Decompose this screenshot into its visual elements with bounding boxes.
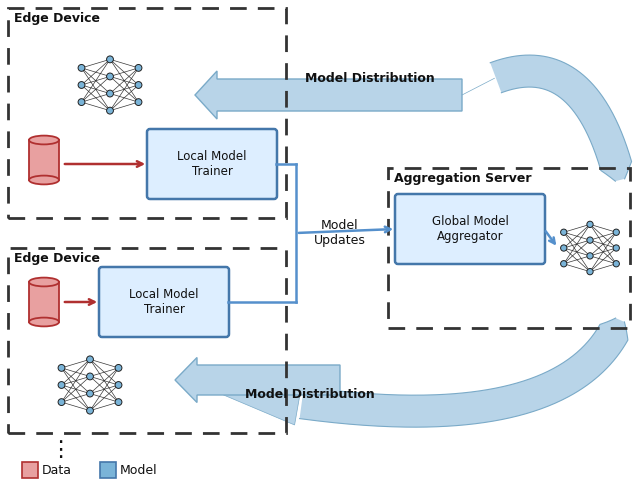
Text: Model
Updates: Model Updates	[314, 219, 366, 247]
Text: Model Distribution: Model Distribution	[245, 389, 375, 402]
Circle shape	[135, 99, 142, 106]
Circle shape	[613, 245, 620, 251]
Circle shape	[107, 56, 113, 63]
Circle shape	[561, 245, 567, 251]
Circle shape	[587, 269, 593, 275]
Circle shape	[135, 64, 142, 71]
Circle shape	[107, 107, 113, 114]
Circle shape	[58, 364, 65, 371]
Circle shape	[78, 99, 85, 106]
Circle shape	[561, 229, 567, 235]
Circle shape	[613, 229, 620, 235]
Bar	[29, 282, 59, 322]
Bar	[388, 168, 630, 328]
Ellipse shape	[29, 176, 59, 184]
Text: Local Model
Trainer: Local Model Trainer	[177, 150, 247, 178]
Polygon shape	[195, 71, 462, 119]
Circle shape	[561, 260, 567, 267]
Circle shape	[58, 381, 65, 389]
Text: Local Model
Trainer: Local Model Trainer	[129, 288, 199, 316]
Text: Model: Model	[120, 464, 157, 477]
Circle shape	[107, 90, 113, 97]
Circle shape	[587, 221, 593, 227]
Circle shape	[115, 399, 122, 406]
Text: Aggregation Server: Aggregation Server	[394, 172, 531, 185]
Polygon shape	[300, 318, 628, 427]
Circle shape	[613, 260, 620, 267]
Ellipse shape	[29, 136, 59, 144]
Polygon shape	[490, 55, 632, 181]
Circle shape	[78, 82, 85, 89]
Ellipse shape	[29, 318, 59, 326]
Text: Edge Device: Edge Device	[14, 252, 100, 265]
FancyBboxPatch shape	[99, 267, 229, 337]
Bar	[8, 248, 286, 433]
FancyBboxPatch shape	[395, 194, 545, 264]
Circle shape	[135, 82, 142, 89]
Circle shape	[587, 253, 593, 259]
Bar	[8, 8, 286, 218]
Circle shape	[587, 237, 593, 243]
Circle shape	[58, 399, 65, 406]
Text: Edge Device: Edge Device	[14, 12, 100, 25]
Circle shape	[86, 356, 93, 363]
Bar	[22, 462, 38, 478]
Circle shape	[86, 407, 93, 414]
Bar	[100, 462, 116, 478]
FancyBboxPatch shape	[147, 129, 277, 199]
Circle shape	[115, 381, 122, 389]
Text: Global Model
Aggregator: Global Model Aggregator	[431, 215, 508, 243]
Ellipse shape	[29, 278, 59, 287]
Circle shape	[78, 64, 85, 71]
Polygon shape	[175, 358, 340, 403]
Text: ⋮: ⋮	[49, 440, 71, 460]
Polygon shape	[200, 379, 303, 425]
Circle shape	[86, 373, 93, 380]
Circle shape	[107, 73, 113, 80]
Circle shape	[86, 390, 93, 397]
Text: Model Distribution: Model Distribution	[305, 72, 435, 85]
Text: Data: Data	[42, 464, 72, 477]
Circle shape	[115, 364, 122, 371]
Bar	[29, 140, 59, 180]
Polygon shape	[462, 78, 495, 95]
